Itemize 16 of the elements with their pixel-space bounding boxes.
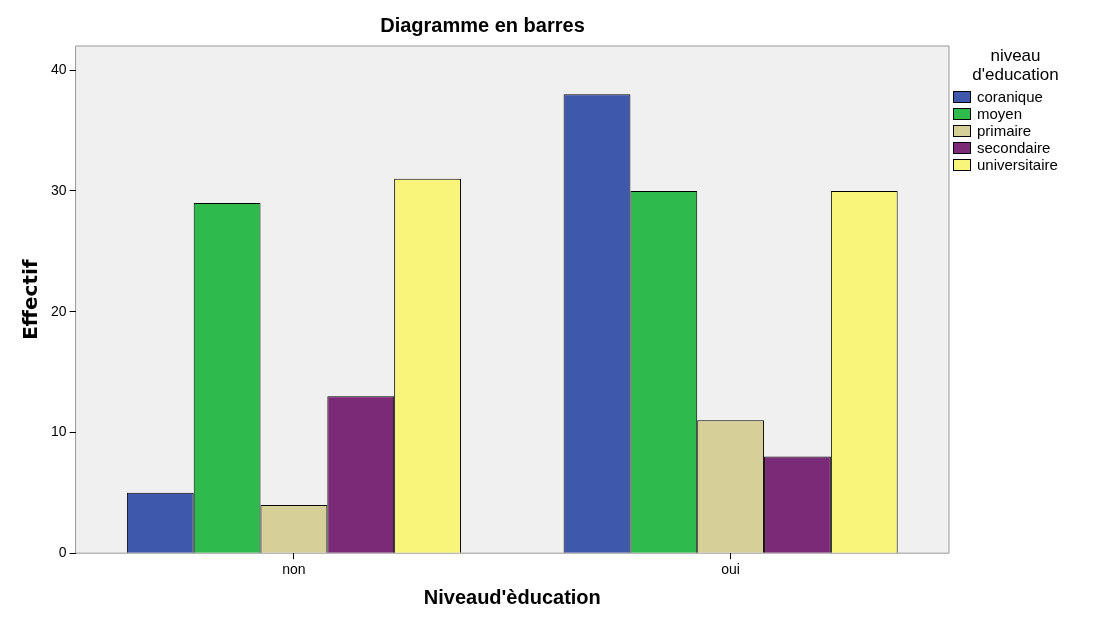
y-axis-title: Effectif — [18, 259, 43, 340]
y-tick-label: 30 — [50, 181, 67, 198]
y-tick-label: 40 — [50, 61, 67, 78]
legend-label: universitaire — [977, 156, 1058, 173]
y-tick-label: 10 — [50, 423, 67, 440]
chart-title: Diagramme en barres — [380, 13, 585, 36]
x-tick-label: oui — [721, 561, 740, 578]
x-tick-label: non — [282, 561, 306, 578]
legend-label: primaire — [977, 122, 1032, 139]
y-tick-label: 0 — [58, 544, 67, 561]
legend-title: niveau d'education — [971, 46, 1060, 84]
y-tick-label: 20 — [50, 302, 67, 319]
legend-label: secondaire — [977, 139, 1051, 156]
x-axis-title: Niveaud'èducation — [423, 585, 601, 608]
legend-label: coranique — [977, 88, 1043, 105]
legend-label: moyen — [977, 105, 1023, 122]
